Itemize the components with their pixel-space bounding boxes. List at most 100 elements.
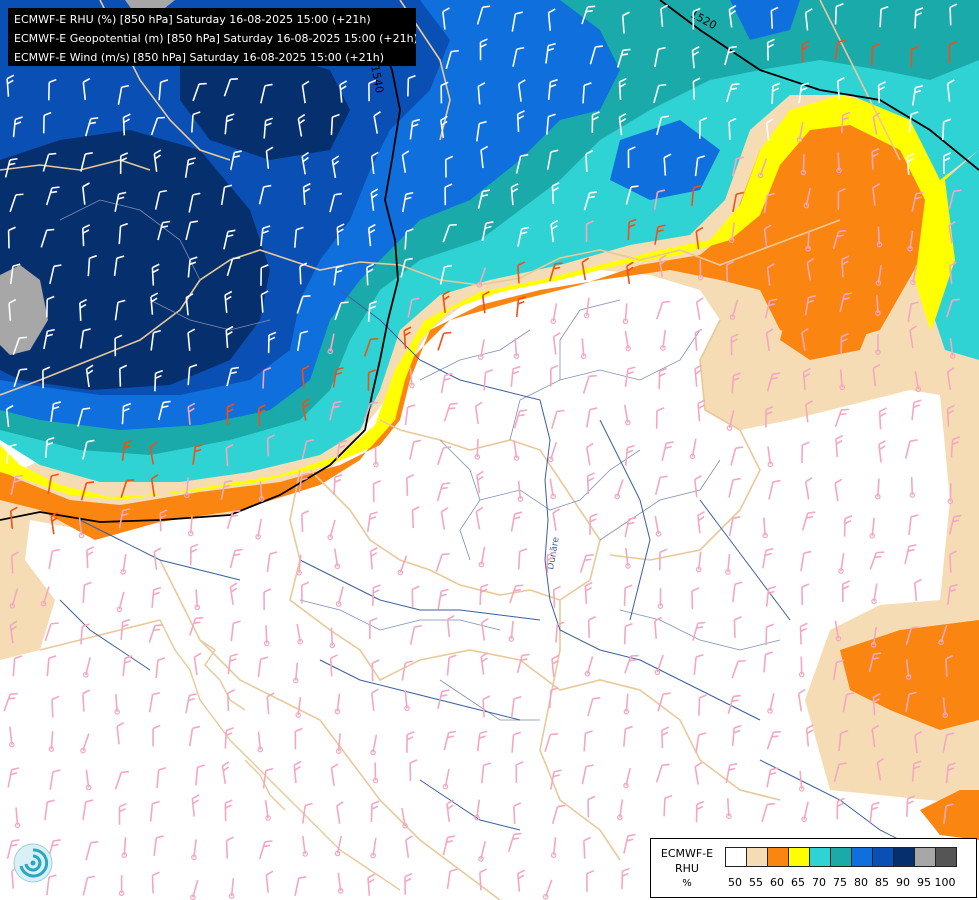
- wind-barb: [85, 364, 94, 388]
- wind-barb: [440, 507, 449, 530]
- wind-barb: [82, 224, 91, 247]
- wind-barb: [476, 730, 488, 752]
- wind-barb: [765, 118, 774, 141]
- wind-barb: [366, 511, 378, 533]
- wind-barb: [949, 3, 958, 26]
- wind-barb: [266, 551, 278, 573]
- wind-barb: [946, 404, 955, 427]
- wind-barb: [694, 155, 706, 177]
- wind-barb: [477, 82, 486, 105]
- wind-barb: [909, 325, 917, 349]
- wind-barb: [225, 325, 234, 349]
- wind-barb: [654, 654, 664, 676]
- danube-river: [339, 289, 761, 721]
- wind-barb: [195, 764, 205, 786]
- wind-barb: [658, 367, 667, 390]
- wind-barb: [46, 874, 57, 896]
- wind-barb: [507, 832, 522, 852]
- wind-barb: [367, 223, 376, 247]
- wind-barb: [658, 254, 667, 278]
- wind-barb: [80, 481, 95, 501]
- wind-barb: [265, 870, 274, 893]
- wind-barb: [401, 150, 410, 173]
- wind-barb: [440, 115, 448, 139]
- wind-barb: [157, 400, 171, 421]
- wind-barb: [586, 472, 595, 495]
- wind-barb: [905, 626, 920, 646]
- legend-tick-label: 90: [896, 876, 910, 889]
- wind-barb: [296, 330, 309, 352]
- wind-barb: [227, 653, 238, 675]
- wind-barb: [368, 617, 378, 640]
- wind-barb: [546, 113, 556, 135]
- wind-barb: [945, 654, 954, 677]
- wind-barb: [654, 515, 662, 537]
- wind-barb: [260, 264, 269, 286]
- wind-barb: [515, 153, 529, 174]
- wind-barb: [550, 303, 558, 324]
- wind-barb: [584, 656, 594, 677]
- legend-swatch-7: [872, 847, 894, 867]
- wind-barb: [869, 551, 885, 570]
- wind-barb: [872, 363, 881, 387]
- wind-barb: [221, 761, 230, 784]
- wind-barb: [409, 624, 423, 645]
- wind-barb: [950, 436, 961, 458]
- wind-barb: [655, 763, 670, 783]
- wind-barb: [623, 725, 633, 747]
- wind-barb: [294, 727, 303, 750]
- wind-barb: [188, 192, 201, 213]
- wind-barb: [589, 45, 604, 65]
- wind-barb: [552, 585, 561, 608]
- wind-barb: [397, 555, 408, 576]
- wind-barb: [404, 228, 414, 250]
- wind-barb: [914, 7, 924, 29]
- wind-barb: [805, 400, 813, 423]
- legend-swatches: [725, 847, 957, 867]
- wind-barb: [407, 297, 420, 318]
- wind-barb: [834, 620, 842, 642]
- wind-barb: [624, 330, 632, 352]
- wind-barb: [803, 187, 812, 209]
- wind-barb: [731, 724, 742, 747]
- wind-barb: [223, 229, 236, 250]
- wind-barb: [621, 11, 630, 34]
- wind-barb: [766, 730, 782, 750]
- wind-barb: [43, 328, 55, 350]
- wind-barb: [945, 762, 956, 784]
- wind-barb: [118, 802, 127, 825]
- geopotential-1520-contour: [659, 0, 979, 171]
- wind-barb: [299, 262, 308, 285]
- wind-barb: [184, 157, 196, 178]
- wind-barb: [731, 659, 746, 679]
- wind-barb: [187, 256, 198, 278]
- wind-barb: [10, 551, 19, 574]
- wind-barb: [761, 802, 775, 823]
- wind-barb: [512, 46, 525, 67]
- wind-barb: [841, 255, 850, 278]
- wind-barb: [333, 548, 341, 570]
- wind-barb: [691, 46, 700, 69]
- wind-barb: [948, 514, 962, 535]
- contour-label-1540: 1540: [368, 64, 386, 94]
- wind-barb: [479, 38, 488, 61]
- wind-barb: [623, 584, 633, 607]
- wind-barb: [49, 264, 62, 285]
- wind-barb: [255, 518, 262, 540]
- wind-barb: [7, 226, 16, 249]
- wind-barb: [335, 586, 344, 607]
- wind-barb: [82, 689, 91, 712]
- wind-barb: [770, 6, 779, 29]
- wind-barb: [481, 762, 492, 784]
- wind-barb: [302, 182, 311, 206]
- wind-barb: [730, 333, 739, 356]
- wind-barb: [407, 74, 416, 97]
- wind-barb: [401, 660, 413, 681]
- wind-barb: [436, 482, 451, 502]
- wind-barb: [871, 147, 880, 170]
- wind-barb: [876, 757, 885, 781]
- wind-barb: [551, 654, 560, 678]
- wind-barb: [725, 553, 731, 575]
